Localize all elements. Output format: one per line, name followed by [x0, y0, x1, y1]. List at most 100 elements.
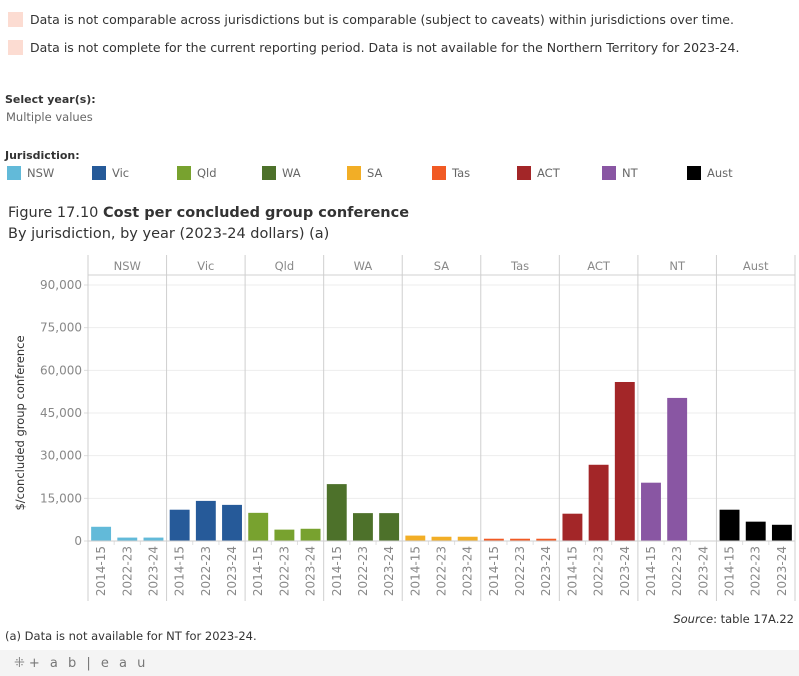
legend-label: Aust — [707, 166, 733, 180]
x-tick-label: 2014-15 — [94, 546, 108, 596]
x-tick-label: 2014-15 — [723, 546, 737, 596]
source-note: Source: table 17A.22 — [673, 612, 794, 626]
panel-header-nt: NT — [669, 259, 686, 273]
note-swatch — [8, 12, 23, 27]
y-tick-label: 45,000 — [40, 406, 82, 420]
jurisdiction-legend-title: Jurisdiction: — [5, 149, 80, 162]
tableau-footer: ⁜ + a b | e a u — [0, 650, 799, 676]
legend-item-tas[interactable]: Tas — [432, 166, 470, 180]
bar-qld-2023-24 — [300, 528, 321, 541]
figure-subtitle: By jurisdiction, by year (2023-24 dollar… — [8, 226, 330, 242]
x-tick-label: 2014-15 — [330, 546, 344, 596]
note-not-comparable: Data is not comparable across jurisdicti… — [8, 12, 734, 27]
jurisdiction-legend: NSW Vic Qld WA SA Tas ACT NT Aust — [7, 166, 797, 182]
legend-item-nt[interactable]: NT — [602, 166, 638, 180]
bar-nsw-2014-15 — [91, 526, 112, 541]
legend-label: Tas — [452, 166, 471, 180]
legend-swatch — [347, 166, 361, 180]
y-axis-title: $/concluded group conference — [13, 335, 27, 510]
legend-label: SA — [367, 166, 383, 180]
x-tick-label: 2022-23 — [592, 546, 606, 596]
legend-swatch — [432, 166, 446, 180]
figure-title-text: Cost per concluded group conference — [103, 205, 410, 221]
legend-swatch — [602, 166, 616, 180]
panel-header-aust: Aust — [743, 259, 769, 273]
x-tick-label: 2023-24 — [539, 546, 553, 596]
legend-label: WA — [282, 166, 301, 180]
x-tick-label: 2023-24 — [382, 546, 396, 596]
bar-qld-2014-15 — [248, 512, 269, 541]
x-tick-label: 2023-24 — [696, 546, 710, 596]
x-tick-label: 2014-15 — [644, 546, 658, 596]
bar-act-2023-24 — [614, 381, 635, 541]
bar-vic-2014-15 — [169, 509, 190, 541]
x-tick-label: 2014-15 — [173, 546, 187, 596]
tableau-logo-text[interactable]: + a b | e a u — [28, 655, 149, 671]
bar-vic-2023-24 — [222, 504, 242, 541]
panel-header-act: ACT — [587, 259, 611, 273]
source-text: : table 17A.22 — [713, 612, 794, 626]
legend-label: Qld — [197, 166, 217, 180]
legend-label: NSW — [27, 166, 55, 180]
x-tick-label: 2014-15 — [251, 546, 265, 596]
bar-sa-2014-15 — [405, 535, 426, 541]
legend-label: NT — [622, 166, 638, 180]
y-tick-label: 75,000 — [40, 321, 82, 335]
x-tick-label: 2014-15 — [408, 546, 422, 596]
legend-item-wa[interactable]: WA — [262, 166, 301, 180]
y-tick-label: 0 — [74, 534, 82, 548]
x-tick-label: 2023-24 — [304, 546, 318, 596]
bar-wa-2014-15 — [326, 484, 347, 541]
figure-number: Figure 17.10 — [8, 205, 99, 221]
note-text: Data is not comparable across jurisdicti… — [30, 12, 734, 27]
legend-item-vic[interactable]: Vic — [92, 166, 129, 180]
year-filter-label: Select year(s): — [5, 93, 96, 106]
legend-item-qld[interactable]: Qld — [177, 166, 217, 180]
x-tick-label: 2022-23 — [749, 546, 763, 596]
panel-header-tas: Tas — [510, 259, 529, 273]
x-tick-label: 2023-24 — [461, 546, 475, 596]
x-tick-label: 2023-24 — [146, 546, 160, 596]
note-text: Data is not complete for the current rep… — [30, 40, 740, 55]
note-not-complete: Data is not complete for the current rep… — [8, 40, 739, 55]
bar-sa-2023-24 — [457, 536, 478, 541]
bar-nsw-2023-24 — [143, 537, 164, 541]
x-tick-label: 2014-15 — [487, 546, 501, 596]
bar-aust-2022-23 — [745, 521, 766, 541]
tableau-logo-icon[interactable]: ⁜ — [14, 655, 25, 671]
panel-header-sa: SA — [434, 259, 450, 273]
note-swatch — [8, 40, 23, 55]
bar-act-2022-23 — [588, 464, 609, 541]
legend-label: ACT — [537, 166, 560, 180]
x-tick-label: 2023-24 — [775, 546, 789, 596]
x-tick-label: 2022-23 — [670, 546, 684, 596]
legend-item-aust[interactable]: Aust — [687, 166, 733, 180]
legend-item-sa[interactable]: SA — [347, 166, 382, 180]
bar-wa-2022-23 — [352, 513, 373, 541]
bar-nt-2022-23 — [667, 397, 688, 541]
bar-tas-2023-24 — [536, 538, 557, 541]
y-tick-label: 90,000 — [40, 278, 82, 292]
panel-header-nsw: NSW — [114, 259, 141, 273]
legend-swatch — [517, 166, 531, 180]
legend-swatch — [177, 166, 191, 180]
x-tick-label: 2022-23 — [435, 546, 449, 596]
source-label: Source — [673, 612, 714, 626]
legend-item-act[interactable]: ACT — [517, 166, 560, 180]
bar-aust-2014-15 — [719, 509, 740, 541]
legend-item-nsw[interactable]: NSW — [7, 166, 54, 180]
legend-swatch — [687, 166, 701, 180]
bar-tas-2022-23 — [510, 538, 531, 541]
year-filter-value[interactable]: Multiple values — [6, 110, 93, 124]
panel-header-wa: WA — [354, 259, 373, 273]
panel-header-qld: Qld — [275, 259, 295, 273]
x-tick-label: 2022-23 — [513, 546, 527, 596]
x-tick-label: 2022-23 — [199, 546, 213, 596]
footnote: (a) Data is not available for NT for 202… — [5, 629, 257, 643]
x-tick-label: 2022-23 — [120, 546, 134, 596]
legend-swatch — [262, 166, 276, 180]
x-tick-label: 2022-23 — [356, 546, 370, 596]
bar-sa-2022-23 — [431, 536, 452, 541]
y-tick-label: 60,000 — [40, 363, 82, 377]
bar-nt-2014-15 — [641, 482, 661, 541]
